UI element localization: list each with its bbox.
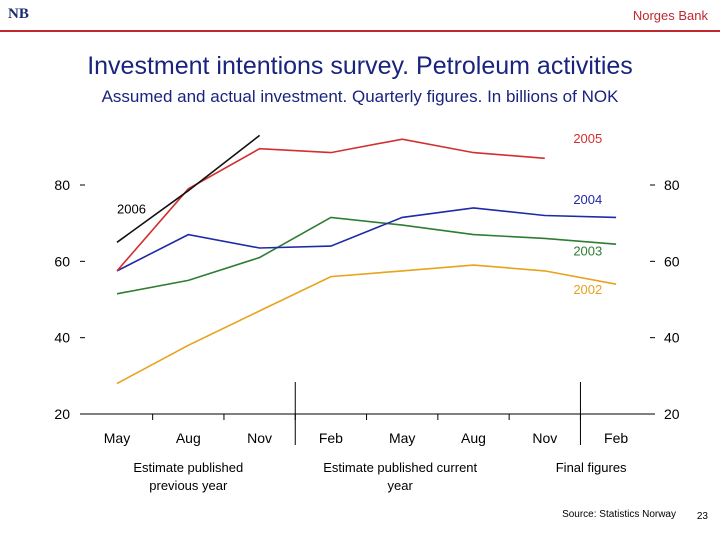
series-line-2003	[116, 216, 617, 295]
group-label: Final figures	[556, 460, 627, 475]
series-line-2005	[116, 138, 545, 272]
organization-name: Norges Bank	[632, 8, 708, 23]
x-tick-label: Aug	[176, 430, 201, 446]
series-label-2002: 2002	[573, 282, 602, 297]
x-tick-label: May	[104, 430, 130, 446]
series-label-2005: 2005	[573, 131, 602, 146]
chart-subtitle: Assumed and actual investment. Quarterly…	[101, 87, 619, 106]
x-tick-label: Feb	[319, 430, 343, 446]
x-tick-label: May	[389, 430, 415, 446]
x-tick-label: Nov	[532, 430, 557, 446]
series-line-2002	[116, 264, 617, 385]
group-label: previous year	[149, 478, 228, 493]
x-tick-label: Aug	[461, 430, 486, 446]
group-label: year	[388, 478, 414, 493]
y-tick-label-left: 60	[54, 253, 70, 269]
series-label-2006: 2006	[117, 202, 146, 217]
y-tick-label-left: 20	[54, 406, 70, 422]
header-rule	[0, 30, 720, 32]
page-number: 23	[696, 511, 708, 522]
source-note: Source: Statistics Norway	[562, 509, 676, 520]
x-tick-label: Nov	[247, 430, 272, 446]
group-label: Estimate published current	[323, 460, 477, 475]
y-tick-label-right: 80	[664, 177, 680, 193]
series-label-2003: 2003	[573, 244, 602, 259]
y-tick-label-right: 60	[664, 253, 680, 269]
chart-title: Investment intentions survey. Petroleum …	[87, 52, 633, 80]
series-line-2006	[116, 134, 261, 243]
series-label-2004: 2004	[573, 192, 602, 207]
norges-bank-logo: NB	[8, 6, 29, 22]
y-tick-label-left: 80	[54, 177, 70, 193]
series-line-2004	[116, 207, 617, 272]
y-tick-label-right: 20	[664, 406, 680, 422]
y-tick-label-right: 40	[664, 330, 680, 346]
group-label: Estimate published	[133, 460, 243, 475]
y-tick-label-left: 40	[54, 330, 70, 346]
x-tick-label: Feb	[604, 430, 628, 446]
